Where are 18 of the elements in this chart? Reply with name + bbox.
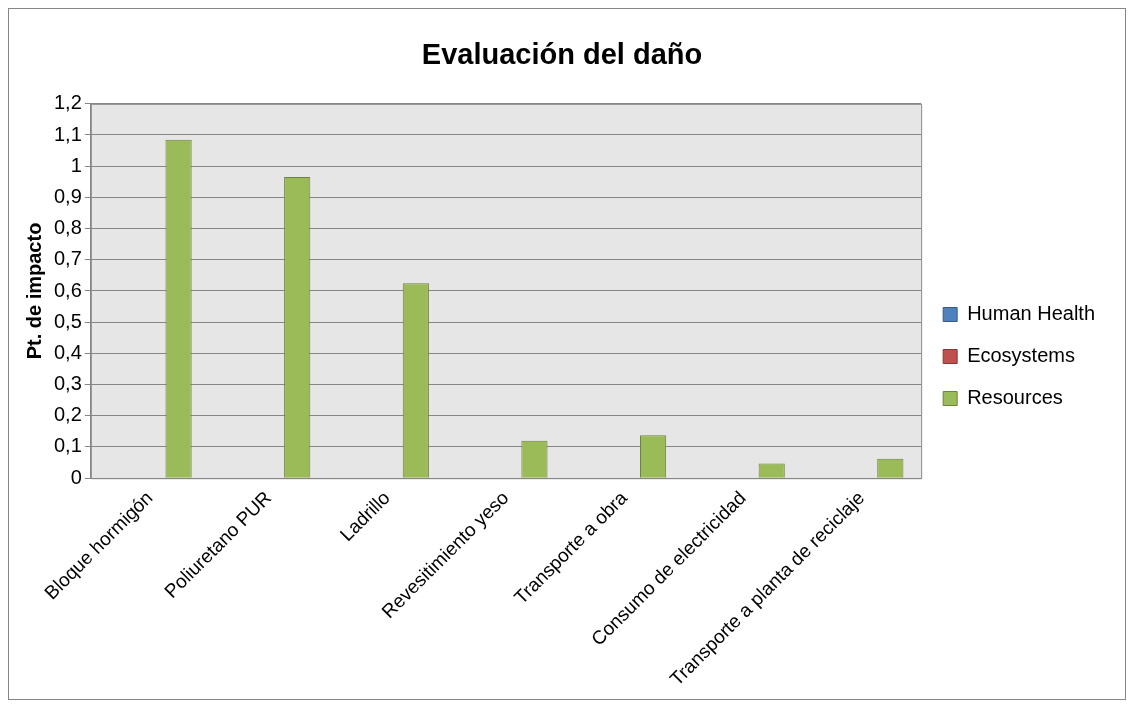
y-tick-label: 1,2 xyxy=(53,91,82,114)
y-tick-label: 0,9 xyxy=(53,184,82,207)
chart-title: Evaluación del daño xyxy=(421,38,703,71)
y-tick-label: 0 xyxy=(70,465,82,488)
y-tick-label: 1 xyxy=(70,153,82,176)
y-tick-label: 0,7 xyxy=(53,247,82,270)
legend-label: Ecosystems xyxy=(967,344,1075,367)
y-tick-label: 0,8 xyxy=(53,216,82,239)
y-axis-title: Pt. de impacto xyxy=(22,222,45,360)
y-tick-label: 0,5 xyxy=(53,309,82,332)
y-tick-label: 1,1 xyxy=(53,122,82,145)
y-tick-label: 0,1 xyxy=(53,434,82,457)
y-tick-label: 0,2 xyxy=(53,403,82,426)
legend-label: Resources xyxy=(967,386,1063,409)
y-tick-label: 0,3 xyxy=(53,372,82,395)
y-tick-label: 0,6 xyxy=(53,278,82,301)
legend-label: Human Health xyxy=(967,302,1095,325)
y-tick-label: 0,4 xyxy=(53,340,82,363)
